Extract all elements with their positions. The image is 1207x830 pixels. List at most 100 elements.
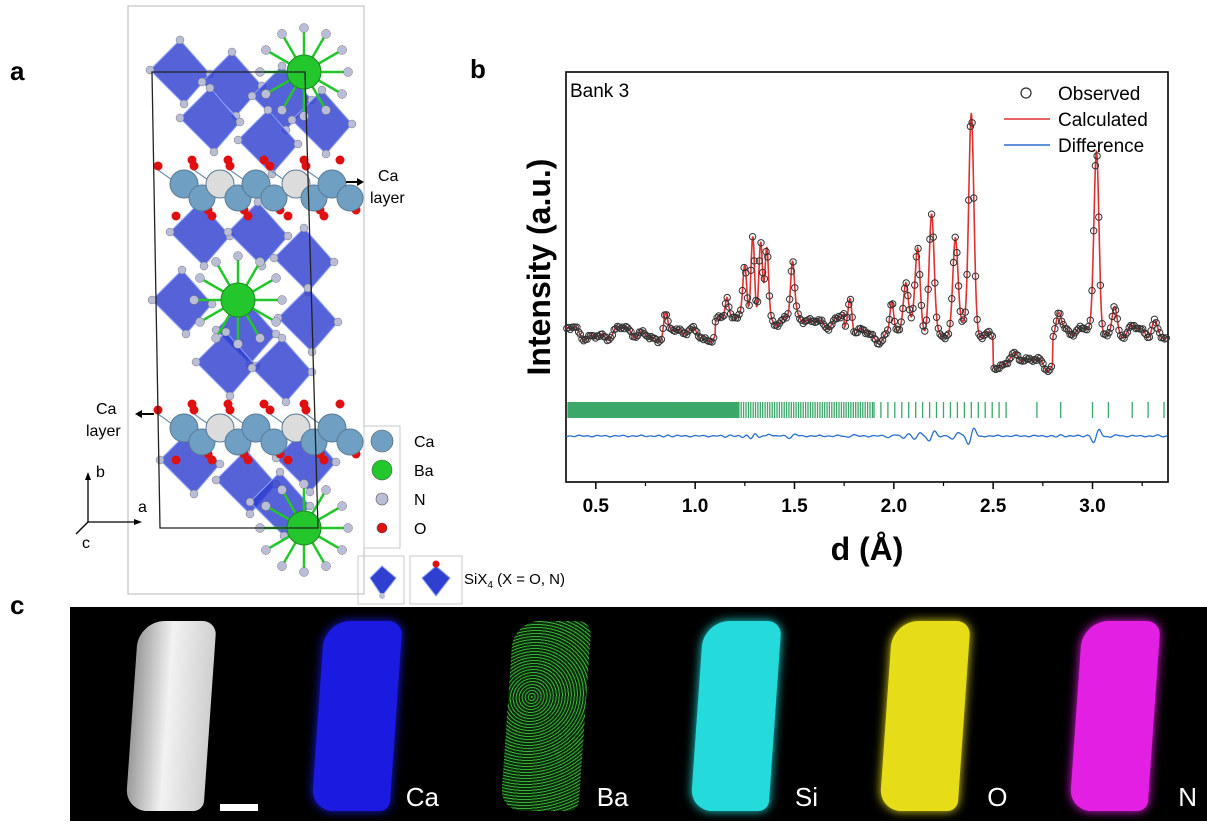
observed-point (755, 257, 763, 265)
observed-point (863, 329, 872, 337)
observed-point (1044, 367, 1052, 376)
observed-point (976, 332, 985, 341)
n-atom (175, 113, 185, 123)
observed-point (1106, 324, 1115, 332)
observed-point (1123, 328, 1132, 336)
o-atom (319, 211, 329, 221)
n-atom (283, 231, 293, 241)
n-atom (287, 115, 297, 125)
observed-point (813, 318, 821, 326)
observed-point (973, 315, 981, 324)
observed-point (1105, 329, 1113, 337)
observed-point (699, 335, 708, 344)
legend-label-ca: Ca (414, 434, 435, 451)
observed-point (943, 331, 951, 340)
n-atom (155, 455, 165, 465)
observed-point (916, 270, 924, 279)
legend-label-difference: Difference (1058, 136, 1144, 157)
element-map-label: N (1178, 782, 1197, 812)
bank-annotation: Bank 3 (570, 81, 629, 102)
n-atom (233, 135, 243, 145)
observed-point (723, 293, 731, 302)
observed-point (1095, 213, 1103, 221)
observed-point (591, 334, 600, 342)
observed-point (735, 310, 743, 319)
observed-point (1162, 334, 1170, 342)
observed-point (715, 312, 723, 320)
observed-point (1090, 227, 1098, 235)
n-atom (261, 545, 271, 555)
o-atom (265, 161, 275, 171)
legend-label-o: O (414, 521, 426, 538)
observed-point (737, 306, 745, 314)
n-atom (337, 545, 347, 555)
observed-point (733, 314, 742, 322)
axis-a-label: a (138, 499, 147, 516)
o-atom (335, 399, 345, 409)
n-atom (189, 295, 199, 305)
observed-point (752, 296, 760, 305)
observed-point (951, 233, 959, 242)
observed-point (818, 316, 826, 324)
observed-point (757, 239, 765, 247)
observed-point (720, 311, 728, 320)
observed-point (956, 307, 964, 316)
legend-label-calculated: Calculated (1058, 110, 1148, 131)
y-axis-label: Intensity (a.u.) (521, 159, 557, 376)
observed-point (644, 332, 652, 341)
n-atom (271, 273, 281, 283)
observed-point (782, 314, 790, 322)
n-atom (299, 23, 309, 33)
observed-point (750, 257, 758, 265)
observed-point (889, 300, 897, 308)
observed-point (880, 331, 888, 339)
observed-point (846, 295, 855, 304)
legend-swatch-n (375, 492, 389, 506)
element-map-o: O (828, 607, 1018, 821)
x-tick-label: 0.5 (583, 496, 610, 517)
observed-point (786, 295, 794, 303)
observed-point (618, 323, 627, 331)
ca-layer-label-bottom-1: Ca (96, 401, 117, 418)
observed-point (573, 323, 581, 331)
n-atom (225, 391, 235, 401)
observed-point (1029, 357, 1037, 365)
observed-point (713, 314, 721, 322)
n-atom (205, 83, 215, 93)
observed-point (637, 328, 645, 336)
observed-point (1122, 330, 1130, 338)
n-atom (277, 105, 287, 115)
observed-point (753, 298, 762, 306)
observed-point (787, 267, 796, 275)
n-atom (305, 487, 315, 497)
n-atom (343, 523, 353, 533)
observed-point (743, 294, 752, 302)
observed-point (968, 119, 976, 127)
sio4-tetrahedron (277, 287, 339, 353)
observed-point (1056, 309, 1064, 318)
panel-label-b: b (470, 54, 486, 84)
observed-point (1005, 355, 1013, 363)
observed-point (657, 335, 666, 344)
observed-point (1154, 325, 1162, 333)
observed-point (985, 327, 993, 336)
n-atom (175, 35, 185, 45)
axis-c-arrow (75, 521, 89, 535)
n-atom (221, 327, 231, 337)
legend-label-ba: Ba (414, 463, 434, 480)
observed-point (885, 315, 894, 324)
o-atom (335, 155, 345, 165)
n-atom (211, 475, 221, 485)
ca-layer-label-bottom-2: layer (86, 423, 121, 440)
n-atom (293, 139, 303, 149)
observed-point (791, 284, 799, 292)
observed-point (912, 253, 921, 261)
observed-point (1115, 326, 1123, 334)
observed-point (794, 310, 802, 318)
observed-point (710, 334, 718, 342)
panel-label-a: a (10, 56, 25, 86)
element-map-label: Ca (405, 782, 439, 812)
n-atom (191, 357, 201, 367)
n-atom (247, 363, 257, 373)
observed-point (590, 332, 598, 340)
